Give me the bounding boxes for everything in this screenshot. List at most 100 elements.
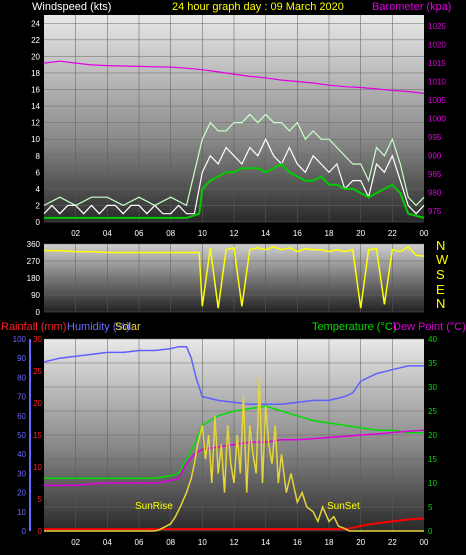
barometer-tick-label: 1000 <box>428 115 446 124</box>
x-tick-label: 02 <box>71 229 80 238</box>
x-tick-label: 10 <box>198 538 207 547</box>
rainfall-tick-label: 25 <box>33 367 42 376</box>
series-wind-gust <box>43 113 425 207</box>
compass-label-w: W <box>436 252 449 267</box>
windspeed-axis-title: Windspeed (kts) <box>32 1 111 13</box>
humidity-tick-label: 70 <box>17 393 26 402</box>
series-wind-speed <box>43 137 425 215</box>
windspeed-tick-label: 6 <box>36 168 41 177</box>
x-tick-label: 20 <box>356 538 365 547</box>
temperature-tick-label: 15 <box>428 455 437 464</box>
x-tick-label: 16 <box>293 229 302 238</box>
rainfall-tick-label: 5 <box>38 495 43 504</box>
temperature-tick-label: 20 <box>428 431 437 440</box>
x-tick-label: 04 <box>103 538 112 547</box>
temperature-tick-label: 35 <box>428 359 437 368</box>
humidity-tick-label: 90 <box>17 354 26 363</box>
barometer-tick-label: 1010 <box>428 78 446 87</box>
x-tick-label: 08 <box>166 538 175 547</box>
x-tick-label: 00 <box>420 229 429 238</box>
series-humidity <box>43 345 424 406</box>
barometer-tick-label: 980 <box>428 188 442 197</box>
x-tick-label: 22 <box>388 538 397 547</box>
solar-legend-label: Solar <box>115 321 141 333</box>
x-tick-label: 06 <box>135 229 144 238</box>
windspeed-tick-label: 24 <box>31 19 40 28</box>
windspeed-tick-label: 16 <box>31 86 40 95</box>
compass-label-s: S <box>436 267 445 282</box>
x-tick-label: 12 <box>230 538 239 547</box>
humidity-tick-label: 50 <box>17 431 26 440</box>
rainfall-tick-label: 30 <box>33 335 42 344</box>
series-rainfall <box>44 517 425 531</box>
x-tick-label: 14 <box>261 538 270 547</box>
humidity-tick-label: 10 <box>17 508 26 517</box>
humidity-tick-label: 30 <box>17 469 26 478</box>
x-tick-label: 22 <box>388 229 397 238</box>
rainfall-tick-label: 20 <box>33 399 42 408</box>
rainfall-tick-label: 0 <box>38 527 43 536</box>
x-tick-label: 04 <box>103 229 112 238</box>
x-tick-label: 16 <box>293 538 302 547</box>
windspeed-tick-label: 14 <box>31 102 40 111</box>
x-tick-label: 06 <box>135 538 144 547</box>
windspeed-tick-label: 22 <box>31 36 40 45</box>
x-tick-label: 02 <box>71 538 80 547</box>
x-tick-label: 08 <box>166 229 175 238</box>
x-tick-label: 14 <box>261 229 270 238</box>
humidity-tick-label: 0 <box>22 527 27 536</box>
windspeed-tick-label: 10 <box>31 135 40 144</box>
graph-title: 24 hour graph day : 09 March 2020 <box>172 1 344 13</box>
barometer-tick-label: 995 <box>428 133 442 142</box>
temperature-tick-label: 40 <box>428 335 437 344</box>
x-tick-label: 00 <box>420 538 429 547</box>
direction-tick-label: 0 <box>36 308 41 317</box>
rainfall-legend-label: Rainfall (mm) <box>1 321 66 333</box>
compass-label-n-bottom: N <box>436 296 445 311</box>
humidity-tick-label: 20 <box>17 489 26 498</box>
series-wind-avg <box>44 162 425 219</box>
series-barometer <box>43 60 425 94</box>
direction-tick-label: 270 <box>27 257 41 266</box>
barometer-tick-label: 1020 <box>428 41 446 50</box>
barometer-axis-title: Barometer (kpa) <box>372 1 451 13</box>
series-temperature <box>44 405 424 479</box>
windspeed-tick-label: 12 <box>31 119 40 128</box>
temperature-tick-label: 5 <box>428 503 433 512</box>
compass-label-n-top: N <box>436 238 445 253</box>
compass-label-e: E <box>436 282 445 297</box>
windspeed-tick-label: 2 <box>36 201 41 210</box>
direction-tick-label: 90 <box>31 291 40 300</box>
barometer-tick-label: 1025 <box>428 22 446 31</box>
temperature-tick-label: 25 <box>428 407 437 416</box>
x-tick-label: 18 <box>325 229 334 238</box>
x-tick-label: 12 <box>230 229 239 238</box>
barometer-tick-label: 975 <box>428 207 442 216</box>
series-direction <box>44 245 425 309</box>
x-tick-label: 18 <box>325 538 334 547</box>
humidity-legend-label: Humidity (%) <box>67 321 130 333</box>
temperature-tick-label: 10 <box>428 479 437 488</box>
humidity-tick-label: 80 <box>17 373 26 382</box>
direction-tick-label: 180 <box>27 274 41 283</box>
x-tick-label: 10 <box>198 229 207 238</box>
rainfall-tick-label: 10 <box>33 463 42 472</box>
series-dew-point <box>44 429 425 487</box>
x-tick-label: 20 <box>356 229 365 238</box>
humidity-tick-label: 60 <box>17 412 26 421</box>
windspeed-tick-label: 18 <box>31 69 40 78</box>
sunset-annotation: SunSet <box>327 501 360 512</box>
windspeed-tick-label: 20 <box>31 52 40 61</box>
temperature-tick-label: 0 <box>428 527 433 536</box>
barometer-tick-label: 1015 <box>428 59 446 68</box>
rainfall-tick-label: 15 <box>33 431 42 440</box>
humidity-tick-label: 40 <box>17 450 26 459</box>
dewpoint-legend-label: Dew Point (°C) <box>393 321 466 333</box>
series-solar <box>44 377 424 532</box>
temperature-legend-label: Temperature (°C) <box>312 321 396 333</box>
barometer-tick-label: 990 <box>428 151 442 160</box>
humidity-tick-label: 100 <box>13 335 27 344</box>
